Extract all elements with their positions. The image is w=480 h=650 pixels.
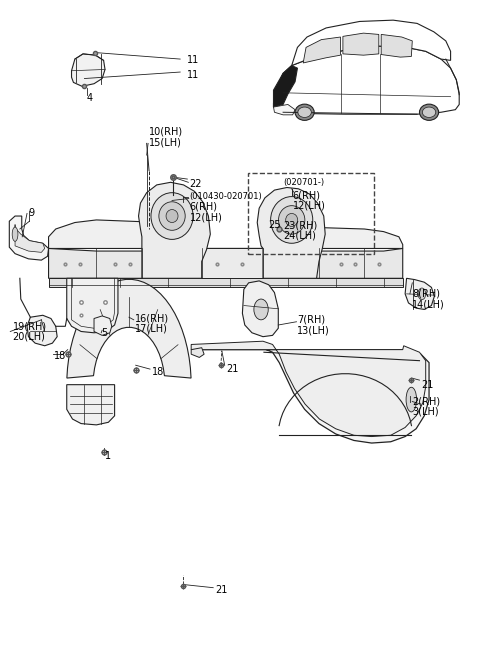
- Ellipse shape: [271, 196, 313, 243]
- Text: 24(LH): 24(LH): [283, 231, 316, 240]
- Ellipse shape: [422, 107, 436, 118]
- Text: 7(RH): 7(RH): [298, 315, 325, 325]
- Polygon shape: [139, 182, 210, 278]
- Text: 12(LH): 12(LH): [293, 201, 325, 211]
- Text: 25: 25: [268, 220, 280, 230]
- Text: (020701-): (020701-): [283, 178, 324, 187]
- Polygon shape: [15, 224, 45, 252]
- Text: 8(RH): 8(RH): [412, 289, 440, 299]
- Polygon shape: [9, 216, 48, 260]
- Text: 18: 18: [152, 367, 164, 377]
- Text: 1: 1: [105, 451, 111, 461]
- Polygon shape: [292, 20, 451, 66]
- Ellipse shape: [254, 299, 268, 320]
- Ellipse shape: [278, 205, 305, 234]
- Polygon shape: [274, 66, 298, 107]
- Text: 14(LH): 14(LH): [412, 299, 445, 309]
- Polygon shape: [381, 34, 412, 57]
- Text: 9: 9: [28, 209, 35, 218]
- Text: 15(LH): 15(LH): [149, 137, 182, 147]
- Text: 12(LH): 12(LH): [190, 213, 223, 222]
- Ellipse shape: [420, 104, 439, 120]
- Text: 18: 18: [54, 351, 67, 361]
- Polygon shape: [242, 281, 278, 337]
- Text: 19(RH): 19(RH): [12, 321, 47, 332]
- Polygon shape: [191, 348, 429, 443]
- Polygon shape: [303, 37, 340, 63]
- Polygon shape: [72, 54, 105, 86]
- Ellipse shape: [418, 288, 426, 300]
- Polygon shape: [182, 248, 263, 278]
- Text: 6(RH): 6(RH): [190, 202, 218, 212]
- Ellipse shape: [166, 209, 178, 222]
- Text: 11: 11: [187, 55, 200, 66]
- Ellipse shape: [12, 227, 18, 241]
- Polygon shape: [48, 248, 403, 278]
- Text: 16(RH): 16(RH): [135, 313, 169, 324]
- Ellipse shape: [406, 387, 417, 412]
- Polygon shape: [67, 278, 118, 333]
- Text: 21: 21: [421, 380, 433, 389]
- Text: 11: 11: [187, 70, 200, 80]
- Text: 21: 21: [227, 364, 239, 374]
- Text: 5: 5: [101, 328, 108, 338]
- Ellipse shape: [159, 202, 185, 230]
- Text: 13(LH): 13(LH): [298, 325, 330, 335]
- Ellipse shape: [286, 213, 298, 226]
- Polygon shape: [405, 278, 434, 309]
- Text: 3(LH): 3(LH): [412, 407, 439, 417]
- Text: 20(LH): 20(LH): [12, 332, 46, 342]
- Text: 2(RH): 2(RH): [412, 396, 441, 406]
- Polygon shape: [274, 46, 459, 114]
- Polygon shape: [48, 278, 403, 287]
- Ellipse shape: [151, 192, 193, 239]
- Polygon shape: [27, 315, 57, 346]
- Text: 21: 21: [215, 584, 228, 595]
- Text: 17(LH): 17(LH): [135, 324, 168, 334]
- Polygon shape: [343, 33, 379, 55]
- Text: 4: 4: [86, 93, 92, 103]
- Polygon shape: [274, 105, 295, 115]
- Polygon shape: [48, 220, 403, 248]
- Text: 22: 22: [190, 179, 202, 188]
- Text: 6(RH): 6(RH): [293, 190, 321, 200]
- Ellipse shape: [298, 107, 312, 118]
- Polygon shape: [94, 316, 112, 335]
- Ellipse shape: [295, 104, 314, 120]
- Polygon shape: [257, 187, 325, 278]
- Text: 10(RH): 10(RH): [149, 127, 183, 136]
- Polygon shape: [191, 348, 204, 358]
- Polygon shape: [191, 341, 426, 437]
- Text: 23(RH): 23(RH): [283, 220, 317, 230]
- Polygon shape: [67, 280, 191, 378]
- Polygon shape: [67, 385, 115, 425]
- Text: (010430-020701): (010430-020701): [190, 192, 263, 201]
